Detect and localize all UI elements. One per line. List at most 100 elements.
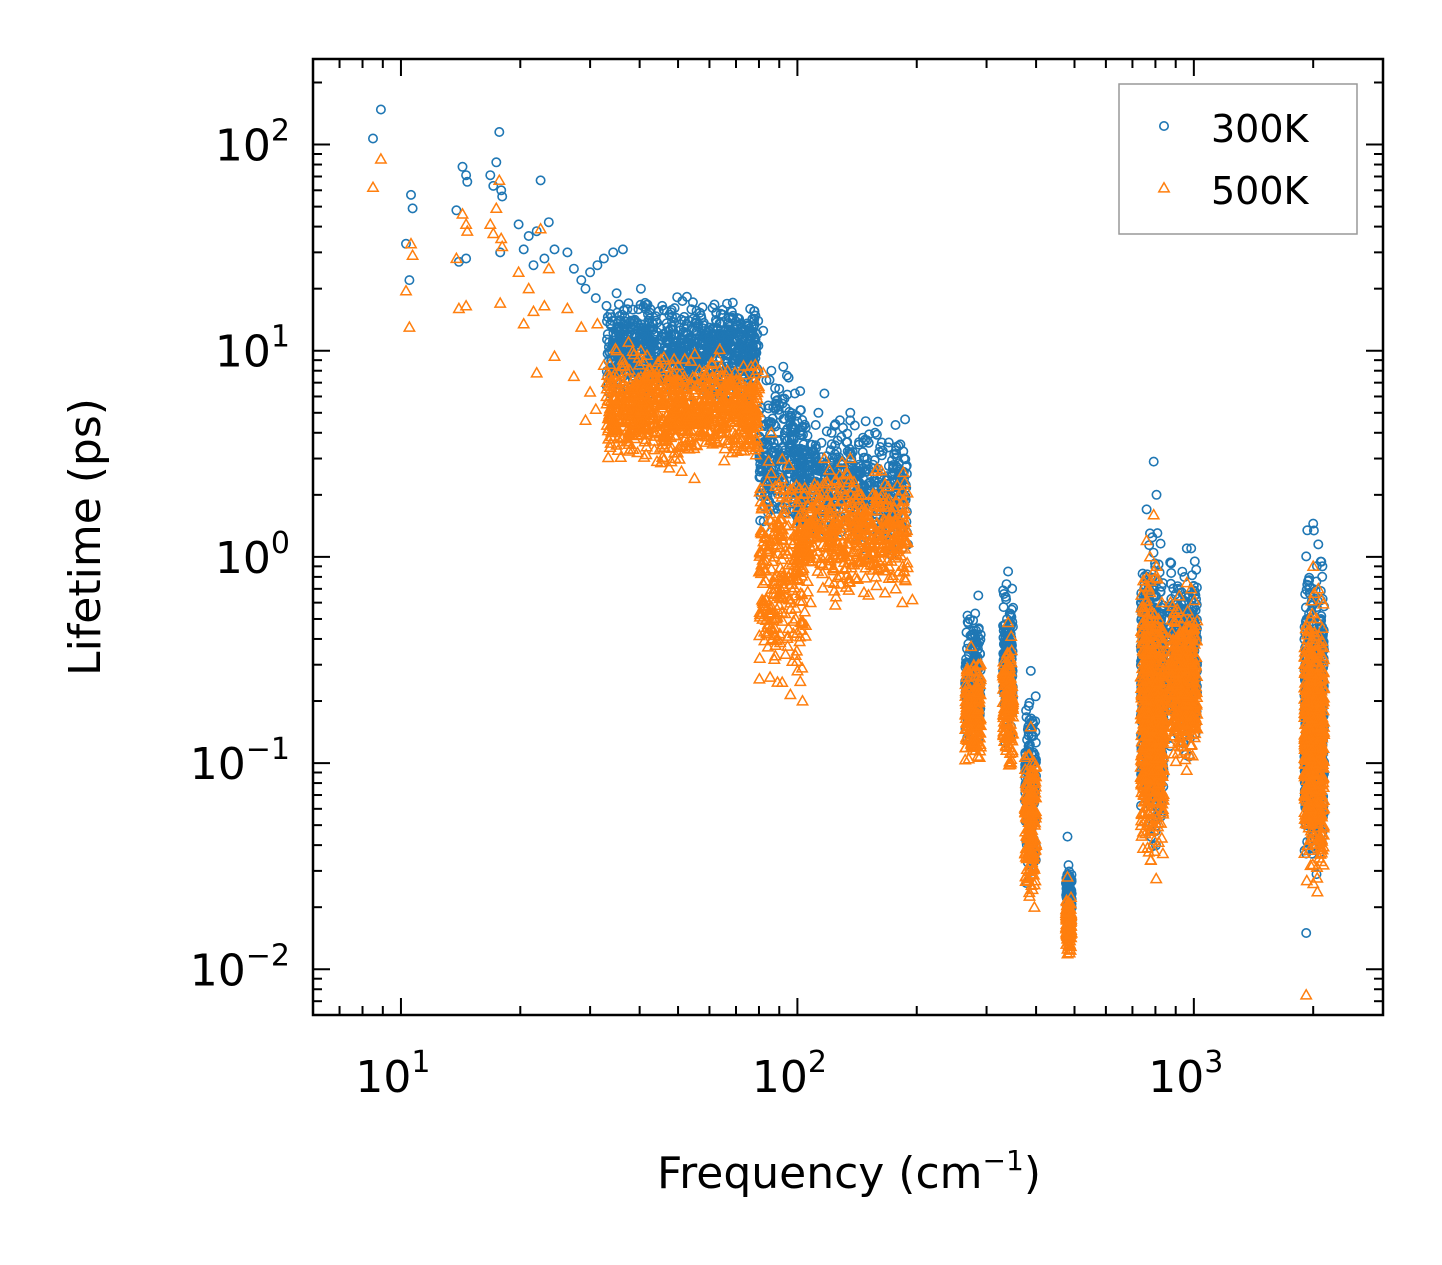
300k-point: [576, 275, 587, 286]
300k-point: [1317, 571, 1328, 582]
300k-point: [961, 627, 972, 638]
300k-point: [790, 424, 801, 435]
300k-point: [666, 304, 677, 315]
300k-point: [592, 260, 603, 271]
300k-point: [682, 330, 693, 341]
300k-point: [753, 340, 764, 351]
300k-point: [404, 275, 415, 286]
300k-point: [1166, 567, 1177, 578]
300k-point: [872, 416, 883, 427]
300k-point: [901, 460, 912, 471]
300k-point: [967, 646, 978, 657]
300k-point: [614, 335, 625, 346]
300k-point: [612, 322, 623, 333]
300k-point: [585, 267, 596, 278]
300k-point: [721, 298, 732, 309]
300k-point: [523, 231, 534, 242]
300k-point: [405, 189, 416, 200]
300k-point: [607, 315, 618, 326]
300k-point: [1189, 556, 1200, 567]
300k-point: [860, 416, 871, 427]
300k-point: [707, 302, 718, 313]
300k-point: [821, 426, 832, 437]
500k-point: [601, 450, 615, 463]
300k-point: [727, 297, 738, 308]
300k-point: [407, 203, 418, 214]
300k-point: [543, 217, 554, 228]
300k-point: [832, 435, 843, 446]
300k-point: [690, 336, 701, 347]
300k-point: [858, 437, 869, 448]
300k-point: [813, 407, 824, 418]
300k-point: [973, 624, 984, 635]
300k-point: [874, 446, 885, 457]
300k-point: [613, 299, 624, 310]
300k-point: [624, 352, 635, 363]
300k-point: [666, 311, 677, 322]
300k-point: [893, 468, 904, 479]
300k-point: [791, 410, 802, 421]
300k-point: [491, 157, 502, 168]
300k-point: [535, 175, 546, 186]
300k-point: [513, 219, 524, 230]
300k-point: [635, 299, 646, 310]
300k-point: [900, 414, 911, 425]
300k-point: [1177, 566, 1188, 577]
300k-point: [736, 340, 747, 351]
300k-point: [764, 374, 775, 385]
300k-point: [1025, 665, 1036, 676]
300k-point: [681, 291, 692, 302]
300k-point: [774, 383, 785, 394]
300k-point: [1313, 539, 1324, 550]
300k-point: [853, 467, 864, 478]
300k-point: [518, 244, 529, 255]
300k-point: [744, 351, 755, 362]
300k-point: [863, 437, 874, 448]
300k-point: [755, 471, 766, 482]
300k-point: [998, 602, 1009, 613]
300k-point: [900, 454, 911, 465]
300k-point: [623, 298, 634, 309]
300k-point: [810, 419, 821, 430]
300k-point: [779, 433, 790, 444]
300k-point: [805, 449, 816, 460]
300k-point: [528, 260, 539, 271]
300k-point: [1151, 489, 1162, 500]
300k-point: [1301, 927, 1312, 938]
300k-point: [672, 292, 683, 303]
300k-point: [795, 386, 806, 397]
300k-point: [1007, 583, 1018, 594]
300k-point: [730, 351, 741, 362]
300k-point: [783, 372, 794, 383]
300k-point: [809, 450, 820, 461]
300k-point: [973, 590, 984, 601]
300k-point: [771, 395, 782, 406]
300k-point: [494, 127, 505, 138]
300k-point: [457, 161, 468, 172]
300k-point: [802, 430, 813, 441]
300k-point: [375, 104, 386, 115]
300k-point: [819, 388, 830, 399]
300k-point: [766, 365, 777, 376]
300k-point: [694, 307, 705, 318]
300k-point: [975, 634, 986, 645]
300k-point: [795, 443, 806, 454]
300k-point: [825, 445, 836, 456]
300k-point: [781, 370, 792, 381]
300k-point: [707, 323, 718, 334]
300k-point: [769, 419, 780, 430]
300k-point: [661, 343, 672, 354]
300k-point: [539, 253, 550, 264]
500k-point: [752, 672, 766, 684]
300k-point: [816, 463, 827, 474]
300k-point: [568, 263, 579, 274]
300k-point: [580, 283, 591, 294]
300k-point: [617, 244, 628, 255]
300k-point: [687, 297, 698, 308]
300k-point: [635, 283, 646, 294]
300k-point: [890, 445, 901, 456]
300k-point: [841, 437, 852, 448]
300k-point: [827, 467, 838, 478]
300k-point: [598, 253, 609, 264]
